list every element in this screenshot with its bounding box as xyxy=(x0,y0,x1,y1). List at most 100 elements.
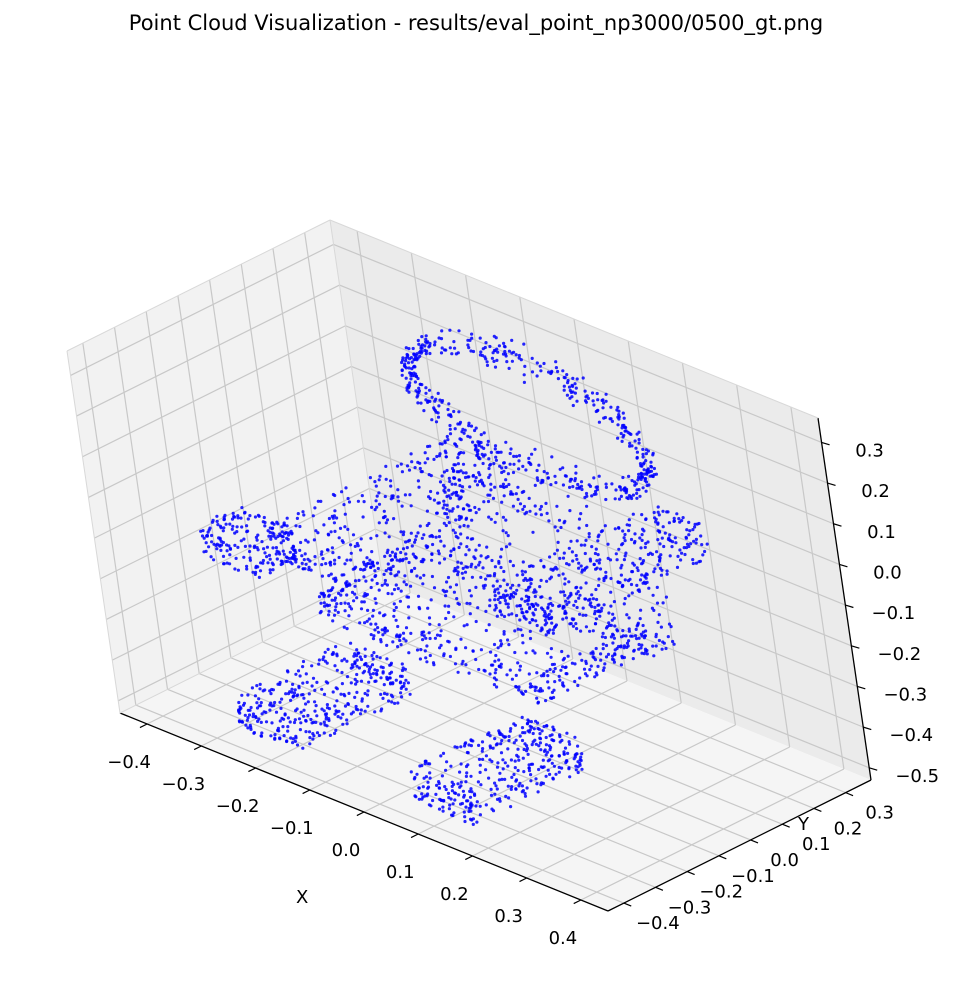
point xyxy=(482,431,486,435)
point xyxy=(331,551,335,555)
point xyxy=(355,658,359,662)
point xyxy=(549,567,553,571)
point xyxy=(575,752,579,756)
point xyxy=(660,536,664,540)
point xyxy=(334,578,338,582)
point xyxy=(440,399,445,403)
point xyxy=(355,672,359,677)
point xyxy=(456,782,460,786)
point xyxy=(507,643,511,647)
point xyxy=(644,517,648,521)
point xyxy=(331,492,335,497)
point xyxy=(457,497,461,501)
point xyxy=(259,701,263,705)
point xyxy=(432,586,437,590)
point xyxy=(329,589,333,593)
point xyxy=(545,621,549,625)
point xyxy=(546,759,550,763)
point xyxy=(643,574,647,578)
point xyxy=(430,552,434,557)
point xyxy=(517,454,522,458)
point xyxy=(554,481,558,485)
grid-line xyxy=(380,569,870,769)
point xyxy=(356,499,360,503)
point xyxy=(330,546,334,550)
point xyxy=(575,399,579,403)
grid-line xyxy=(167,688,656,888)
point xyxy=(517,356,521,360)
point xyxy=(374,622,378,626)
point xyxy=(563,519,567,523)
point xyxy=(450,789,454,793)
point xyxy=(442,654,446,658)
point xyxy=(579,564,583,568)
point xyxy=(511,470,516,475)
point xyxy=(419,344,423,348)
grid-line xyxy=(208,279,264,643)
point xyxy=(408,692,412,696)
point xyxy=(388,676,392,680)
point xyxy=(522,770,526,774)
point xyxy=(595,559,599,563)
point xyxy=(682,546,686,550)
point xyxy=(294,709,298,713)
point xyxy=(437,786,441,790)
point xyxy=(322,692,327,697)
point xyxy=(525,510,529,514)
point xyxy=(588,668,592,672)
point xyxy=(579,484,584,488)
point xyxy=(664,595,669,599)
point xyxy=(369,676,373,680)
point xyxy=(501,515,505,519)
point xyxy=(501,767,505,771)
point xyxy=(279,559,283,563)
point xyxy=(476,606,480,610)
point xyxy=(267,534,271,538)
point xyxy=(623,532,627,537)
point xyxy=(548,577,552,581)
point xyxy=(590,605,594,609)
point xyxy=(613,652,617,656)
point xyxy=(426,457,430,461)
point xyxy=(529,779,533,783)
point xyxy=(438,797,442,802)
point xyxy=(355,680,359,684)
point xyxy=(424,656,428,660)
point xyxy=(573,479,577,483)
point xyxy=(513,759,517,763)
point xyxy=(452,476,456,480)
point xyxy=(430,558,434,562)
point xyxy=(533,447,537,451)
point xyxy=(585,504,589,508)
point xyxy=(273,733,277,737)
point xyxy=(464,663,468,667)
point xyxy=(585,394,589,398)
point xyxy=(493,565,497,569)
point xyxy=(539,748,543,752)
point xyxy=(521,464,525,468)
point xyxy=(235,530,239,534)
point xyxy=(291,737,295,741)
point xyxy=(608,558,613,562)
point xyxy=(439,351,444,355)
point xyxy=(210,533,214,538)
point xyxy=(445,503,449,507)
point xyxy=(468,789,472,794)
point xyxy=(269,692,273,696)
point xyxy=(433,636,437,640)
y-tick-label: −0.1 xyxy=(731,866,775,887)
point xyxy=(574,622,578,626)
point xyxy=(598,567,603,571)
point xyxy=(505,360,509,364)
point xyxy=(504,794,508,799)
point xyxy=(571,618,575,622)
point xyxy=(493,598,497,602)
point xyxy=(531,731,535,736)
grid-line xyxy=(472,724,736,857)
point xyxy=(695,522,699,526)
point xyxy=(386,562,390,566)
grid-line xyxy=(106,487,370,620)
point xyxy=(429,598,433,602)
point xyxy=(286,729,290,733)
point xyxy=(577,561,581,565)
